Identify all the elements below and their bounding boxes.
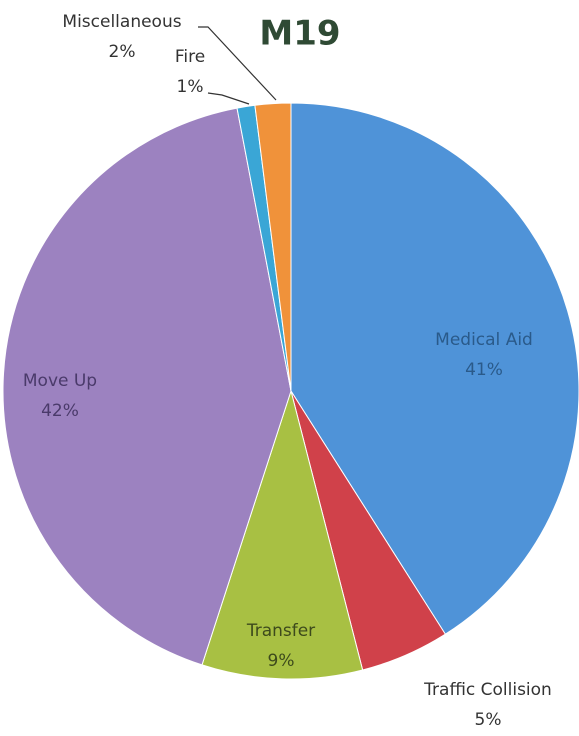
- slice-label: Transfer: [246, 621, 315, 641]
- slice-label: Miscellaneous: [62, 12, 181, 32]
- pie-slice: [201, 389, 364, 680]
- pie-slice: [290, 102, 579, 635]
- chart-title: M19: [259, 14, 340, 54]
- slice-value-label: 42%: [41, 401, 79, 421]
- slice-label: Medical Aid: [435, 330, 533, 350]
- slice-value-label: 41%: [465, 360, 503, 380]
- slice-value-label: 5%: [475, 710, 502, 730]
- slice-value-label: 1%: [177, 77, 204, 97]
- slice-value-label: 9%: [268, 651, 295, 671]
- pie-slice: [254, 102, 292, 392]
- slice-label: Traffic Collision: [423, 680, 552, 700]
- slice-label: Move Up: [23, 371, 97, 391]
- slice-label: Fire: [175, 47, 205, 67]
- leader-line: [207, 92, 250, 105]
- slice-value-label: 2%: [109, 42, 136, 62]
- pie-slice: [2, 107, 292, 666]
- leader-line: [198, 26, 277, 101]
